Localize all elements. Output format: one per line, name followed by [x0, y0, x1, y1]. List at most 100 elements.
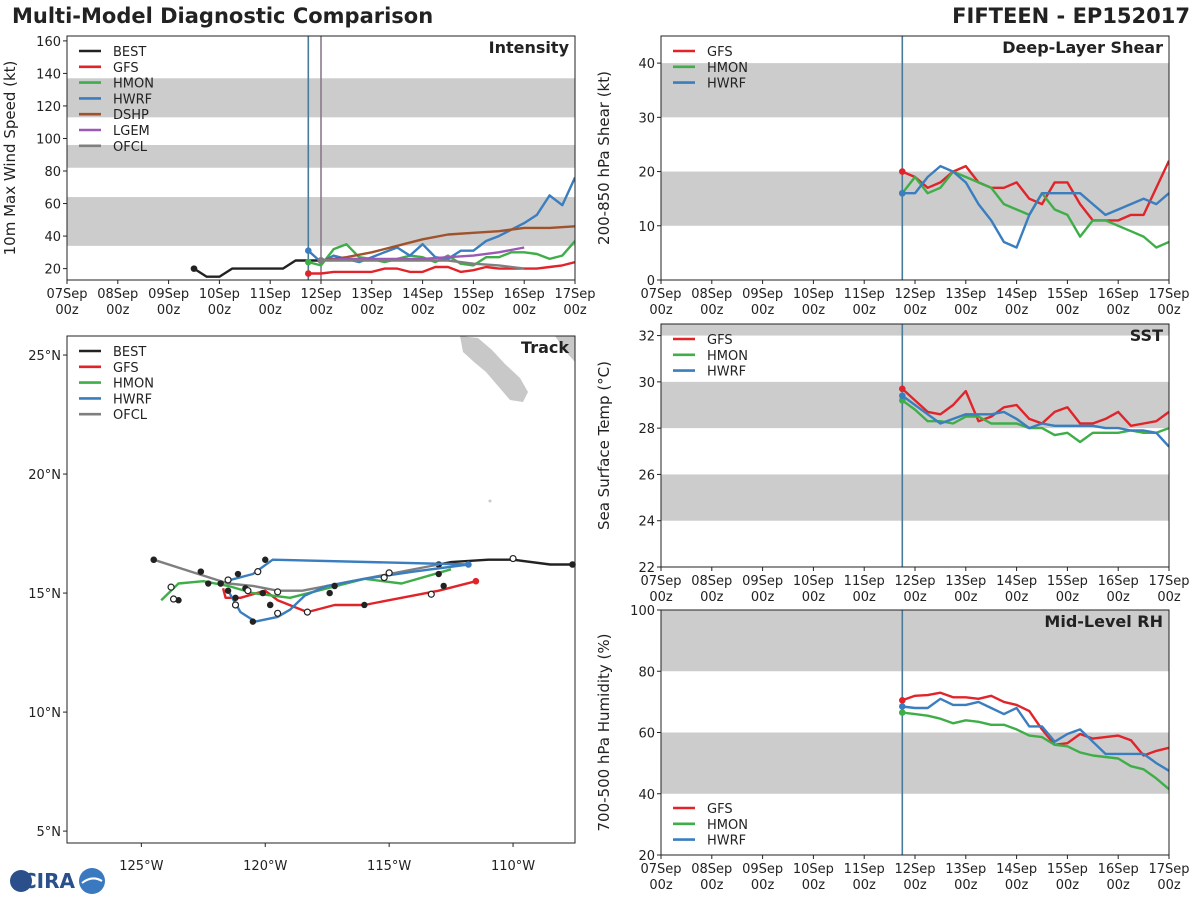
track-chart: 5°N 10°N 15°N 20°N 25°N 125°W 120°W 115°W 110°W T…: [28, 335, 576, 874]
sst-xtick-label-2: 09Sep: [742, 574, 783, 589]
intensity-xtick-label-1: 08Sep: [97, 287, 138, 302]
track-ytick-label-2: 15°N: [28, 587, 61, 602]
track-closed-marker-5: [249, 618, 257, 625]
track-point-best-0: [569, 561, 576, 568]
rh-xtick-label-6: 13Sep: [945, 862, 986, 877]
intensity-xtick-sub-2: 00z: [157, 303, 181, 318]
sst-band-2: [661, 324, 1169, 336]
shear-xtick-label-4: 11Sep: [844, 287, 885, 302]
sst-xtick-sub-0: 00z: [649, 590, 673, 605]
track-legend-label-best: BEST: [113, 345, 146, 360]
rh-xtick-label-7: 14Sep: [996, 862, 1037, 877]
intensity-ytick-label-6: 140: [36, 67, 61, 82]
intensity-xtick-sub-3: 00z: [208, 303, 232, 318]
sst-ytick-label-1: 24: [638, 515, 655, 530]
sst-xtick-label-7: 14Sep: [996, 574, 1037, 589]
shear-xtick-label-1: 08Sep: [691, 287, 732, 302]
mainland-land: [555, 336, 575, 362]
rh-start-point-hwrf: [899, 703, 906, 710]
track-open-marker-2: [427, 590, 435, 598]
shear-ytick-label-1: 10: [638, 220, 655, 235]
track-ytick-label-1: 10°N: [28, 706, 61, 721]
sst-xtick-sub-3: 00z: [802, 590, 826, 605]
intensity-xtick-label-10: 17Sep: [554, 287, 595, 302]
intensity-series-lgem: [320, 246, 525, 262]
intensity-ytick-label-3: 80: [44, 165, 61, 180]
track-xtick-label-0: 125°W: [119, 859, 163, 874]
rh-legend-label-hmon: HMON: [707, 818, 748, 833]
rh-xtick-sub-5: 00z: [903, 878, 927, 893]
intensity-title: Intensity: [489, 38, 570, 57]
sst-chart: 22242628303207Sep00z08Sep00z09Sep00z10Se…: [595, 323, 1190, 605]
intensity-xtick-label-0: 07Sep: [46, 287, 87, 302]
track-open-marker-4: [244, 587, 252, 595]
intensity-xtick-sub-6: 00z: [360, 303, 384, 318]
cira-logo: CIRA: [6, 866, 106, 896]
track-open-marker-1: [385, 569, 393, 577]
shear-xtick-sub-0: 00z: [649, 303, 673, 318]
track-legend-label-gfs: GFS: [113, 361, 139, 376]
track-closed-marker-8: [267, 601, 274, 609]
intensity-xtick-label-4: 11Sep: [250, 287, 291, 302]
intensity-start-point-best: [190, 265, 198, 272]
rh-band-1: [661, 610, 1169, 672]
sst-ytick-label-0: 22: [638, 561, 655, 576]
rh-series-gfs: [901, 691, 1169, 757]
rh-xtick-sub-4: 00z: [853, 878, 877, 893]
sst-xtick-sub-8: 00z: [1056, 590, 1080, 605]
intensity-series-best: [193, 259, 321, 278]
rh-ytick-label-3: 80: [638, 665, 655, 680]
intensity-xtick-label-9: 16Sep: [504, 287, 545, 302]
sst-ytick-label-4: 30: [638, 376, 655, 391]
shear-xtick-label-7: 14Sep: [996, 287, 1037, 302]
storm-id: FIFTEEN - EP152017: [952, 4, 1190, 28]
rh-xtick-sub-2: 00z: [751, 878, 775, 893]
sst-xtick-label-8: 15Sep: [1047, 574, 1088, 589]
sst-xtick-sub-5: 00z: [903, 590, 927, 605]
intensity-series-gfs: [308, 260, 575, 275]
sst-start-point-hwrf: [899, 392, 906, 400]
sst-xtick-sub-7: 00z: [1005, 590, 1029, 605]
intensity-start-point-hwrf: [305, 247, 312, 255]
shear-xtick-sub-3: 00z: [802, 303, 826, 318]
sst-xtick-label-9: 16Sep: [1098, 574, 1139, 589]
track-open-marker-0: [509, 554, 517, 563]
rh-xtick-label-1: 08Sep: [691, 862, 732, 877]
track-legend-label-hmon: HMON: [113, 377, 154, 392]
sst-xtick-sub-9: 00z: [1107, 590, 1131, 605]
intensity-xtick-label-3: 10Sep: [199, 287, 240, 302]
rh-xtick-label-0: 07Sep: [640, 862, 681, 877]
track-ytick-label-4: 25°N: [28, 349, 61, 364]
sst-xtick-sub-1: 00z: [700, 590, 724, 605]
rh-title: Mid-Level RH: [1044, 612, 1163, 631]
rh-xtick-sub-3: 00z: [802, 878, 826, 893]
intensity-xtick-sub-9: 00z: [513, 303, 537, 318]
sst-xtick-sub-4: 00z: [853, 590, 877, 605]
intensity-xtick-sub-5: 00z: [309, 303, 333, 318]
sst-xtick-label-6: 13Sep: [945, 574, 986, 589]
sst-title: SST: [1130, 326, 1163, 345]
shear-xtick-label-10: 17Sep: [1148, 287, 1189, 302]
intensity-xtick-sub-7: 00z: [411, 303, 435, 318]
shear-xtick-label-3: 10Sep: [793, 287, 834, 302]
shear-xtick-sub-2: 00z: [751, 303, 775, 318]
intensity-ytick-label-5: 120: [36, 100, 61, 115]
rh-band-0: [661, 732, 1169, 794]
shear-series-gfs: [901, 160, 1169, 222]
intensity-xtick-label-2: 09Sep: [148, 287, 189, 302]
track-open-marker-6: [167, 583, 175, 591]
rh-series-hwrf: [902, 697, 1169, 772]
sst-xtick-label-10: 17Sep: [1148, 574, 1189, 589]
rh-xtick-label-4: 11Sep: [844, 862, 885, 877]
track-series-gfs: [221, 580, 477, 614]
intensity-ytick-label-4: 100: [36, 132, 61, 147]
track-frame: [66, 335, 576, 844]
shear-xtick-sub-4: 00z: [853, 303, 877, 318]
track-closed-marker-12: [435, 570, 442, 578]
track-closed-marker-13: [440, 582, 447, 590]
shear-xtick-sub-7: 00z: [1005, 303, 1029, 318]
track-series-hmon: [160, 568, 452, 602]
sst-start-point-gfs: [899, 385, 906, 393]
track-series-best: [438, 558, 575, 566]
rh-xtick-label-5: 12Sep: [894, 862, 935, 877]
